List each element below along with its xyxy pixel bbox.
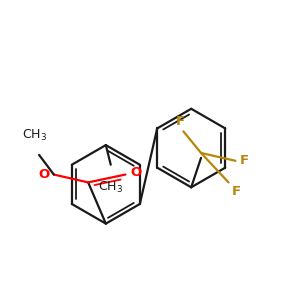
Text: CH$_3$: CH$_3$ [98,179,123,194]
Text: F: F [176,116,185,128]
Text: CH$_3$: CH$_3$ [22,128,47,143]
Text: F: F [232,185,241,198]
Text: F: F [239,154,248,167]
Text: O: O [130,166,142,179]
Text: O: O [39,168,50,181]
